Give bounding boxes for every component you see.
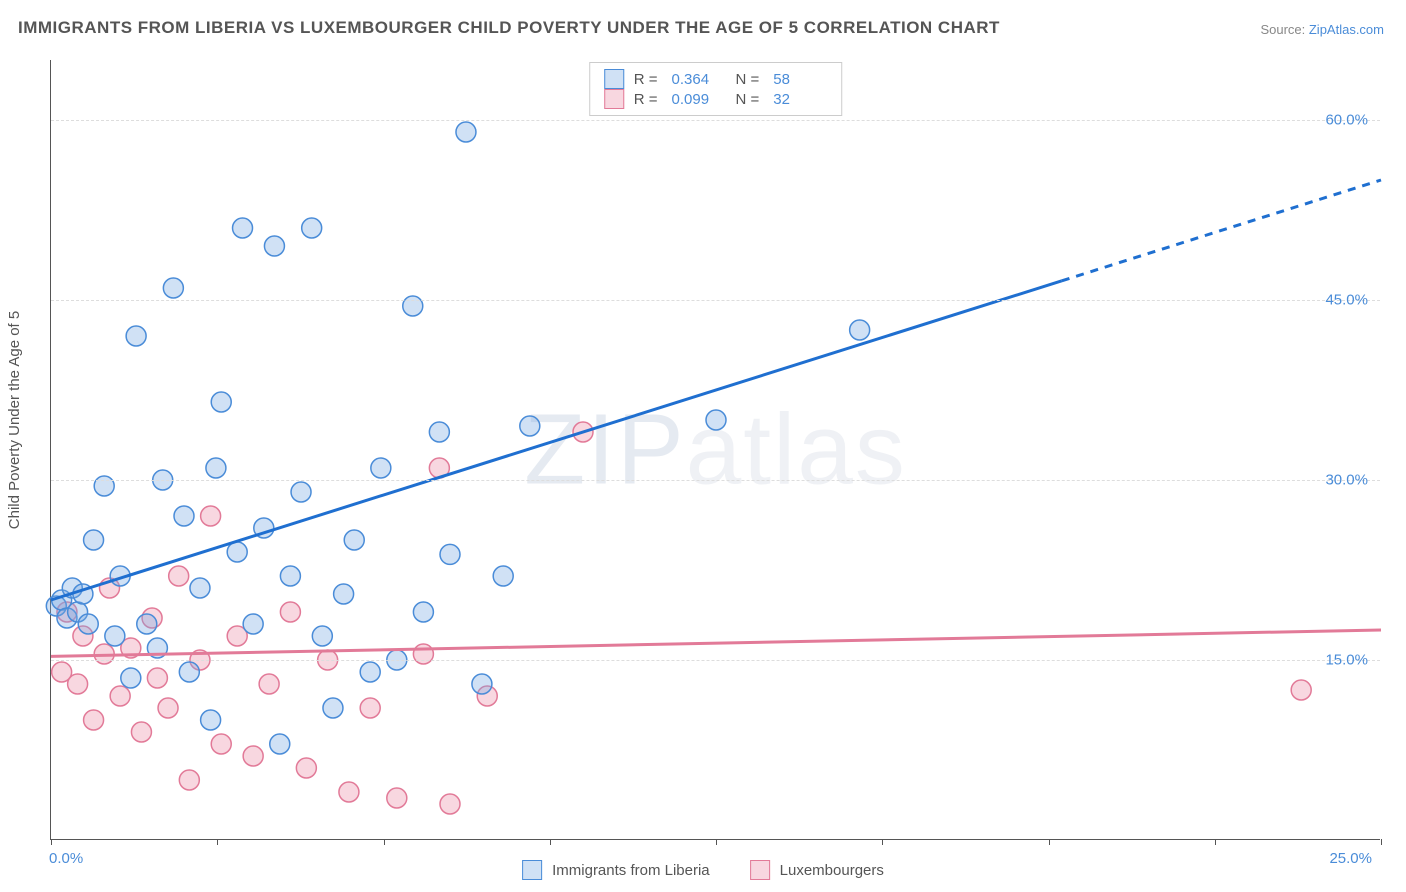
- data-point: [163, 278, 183, 298]
- data-point: [259, 674, 279, 694]
- data-point: [334, 584, 354, 604]
- data-point: [296, 758, 316, 778]
- trend-line: [51, 281, 1062, 600]
- x-tick: [51, 839, 52, 845]
- legend-label-a: Immigrants from Liberia: [552, 862, 710, 879]
- legend-label-b: Luxembourgers: [780, 862, 884, 879]
- data-point: [190, 578, 210, 598]
- data-point: [312, 626, 332, 646]
- data-point: [429, 422, 449, 442]
- data-point: [472, 674, 492, 694]
- y-tick-label: 30.0%: [1325, 472, 1368, 489]
- x-tick: [716, 839, 717, 845]
- data-point: [706, 410, 726, 430]
- x-tick: [1049, 839, 1050, 845]
- gridline-h: [51, 300, 1380, 301]
- data-point: [291, 482, 311, 502]
- x-tick: [1215, 839, 1216, 845]
- data-point: [1291, 680, 1311, 700]
- data-point: [179, 770, 199, 790]
- data-point: [280, 602, 300, 622]
- legend-item-a: Immigrants from Liberia: [522, 860, 710, 880]
- data-point: [158, 698, 178, 718]
- data-point: [78, 614, 98, 634]
- data-point: [440, 794, 460, 814]
- data-point: [68, 674, 88, 694]
- x-axis-min-label: 0.0%: [49, 850, 83, 867]
- data-point: [233, 218, 253, 238]
- data-point: [206, 458, 226, 478]
- data-point: [413, 644, 433, 664]
- data-point: [121, 668, 141, 688]
- swatch-series-a: [522, 860, 542, 880]
- data-point: [456, 122, 476, 142]
- data-point: [493, 566, 513, 586]
- legend-item-b: Luxembourgers: [750, 860, 884, 880]
- x-tick: [882, 839, 883, 845]
- gridline-h: [51, 480, 1380, 481]
- data-point: [174, 506, 194, 526]
- data-point: [850, 320, 870, 340]
- y-tick-label: 15.0%: [1325, 652, 1368, 669]
- data-point: [201, 710, 221, 730]
- data-point: [302, 218, 322, 238]
- data-point: [110, 686, 130, 706]
- data-point: [131, 722, 151, 742]
- y-tick-label: 45.0%: [1325, 292, 1368, 309]
- data-point: [339, 782, 359, 802]
- data-point: [169, 566, 189, 586]
- data-point: [520, 416, 540, 436]
- data-point: [94, 476, 114, 496]
- data-point: [360, 698, 380, 718]
- data-point: [211, 392, 231, 412]
- x-tick: [217, 839, 218, 845]
- chart-svg: [51, 60, 1380, 839]
- x-tick: [550, 839, 551, 845]
- data-point: [264, 236, 284, 256]
- plot-area: ZIPatlas R = 0.364 N = 58 R = 0.099 N = …: [50, 60, 1380, 840]
- data-point: [227, 542, 247, 562]
- data-point: [270, 734, 290, 754]
- data-point: [211, 734, 231, 754]
- trend-line: [1062, 180, 1381, 281]
- gridline-h: [51, 660, 1380, 661]
- x-tick: [1381, 839, 1382, 845]
- data-point: [243, 614, 263, 634]
- data-point: [387, 788, 407, 808]
- data-point: [201, 506, 221, 526]
- data-point: [137, 614, 157, 634]
- x-axis-max-label: 25.0%: [1329, 850, 1372, 867]
- data-point: [126, 326, 146, 346]
- data-point: [344, 530, 364, 550]
- data-point: [147, 668, 167, 688]
- data-point: [403, 296, 423, 316]
- data-point: [179, 662, 199, 682]
- source-attribution: Source: ZipAtlas.com: [1260, 22, 1384, 37]
- source-link[interactable]: ZipAtlas.com: [1309, 22, 1384, 37]
- data-point: [243, 746, 263, 766]
- data-point: [413, 602, 433, 622]
- x-tick: [384, 839, 385, 845]
- data-point: [360, 662, 380, 682]
- gridline-h: [51, 120, 1380, 121]
- y-tick-label: 60.0%: [1325, 112, 1368, 129]
- source-prefix: Source:: [1260, 22, 1308, 37]
- data-point: [280, 566, 300, 586]
- swatch-series-b: [750, 860, 770, 880]
- y-axis-label: Child Poverty Under the Age of 5: [6, 311, 23, 529]
- data-point: [440, 544, 460, 564]
- legend-series: Immigrants from Liberia Luxembourgers: [522, 860, 884, 880]
- data-point: [84, 710, 104, 730]
- data-point: [84, 530, 104, 550]
- data-point: [323, 698, 343, 718]
- data-point: [105, 626, 125, 646]
- chart-title: IMMIGRANTS FROM LIBERIA VS LUXEMBOURGER …: [18, 18, 1000, 38]
- data-point: [371, 458, 391, 478]
